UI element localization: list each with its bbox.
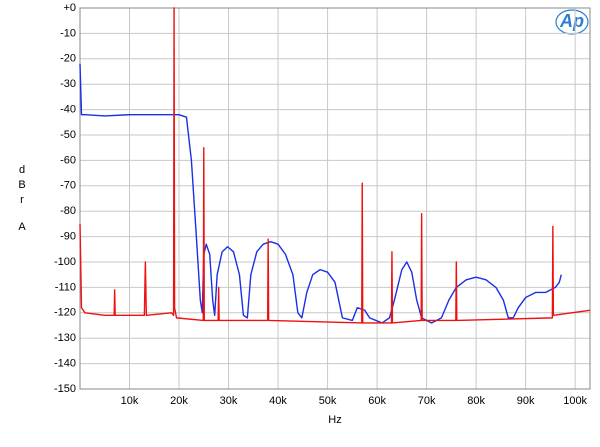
y-axis-label: d xyxy=(19,164,25,176)
y-tick-label: -40 xyxy=(60,104,76,116)
x-tick-label: 80k xyxy=(467,395,485,407)
x-axis-label: Hz xyxy=(328,414,341,426)
x-tick-label: 30k xyxy=(220,395,238,407)
x-tick-label: 70k xyxy=(418,395,436,407)
x-tick-label: 50k xyxy=(319,395,337,407)
y-tick-label: -90 xyxy=(60,231,76,243)
y-tick-label: -120 xyxy=(54,307,76,319)
y-tick-label: -80 xyxy=(60,205,76,217)
y-tick-label: -50 xyxy=(60,129,76,141)
y-tick-label: -60 xyxy=(60,154,76,166)
y-tick-label: -70 xyxy=(60,180,76,192)
y-tick-label: -110 xyxy=(55,281,76,293)
x-tick-label: 100k xyxy=(563,395,587,407)
logo: Ap xyxy=(559,11,584,31)
y-tick-label: -10 xyxy=(60,27,76,39)
y-tick-label: -130 xyxy=(54,332,76,344)
y-tick-label: +0 xyxy=(63,2,76,14)
y-tick-label: -30 xyxy=(60,78,76,90)
logo-ring xyxy=(555,9,589,35)
x-tick-label: 60k xyxy=(368,395,386,407)
y-axis-label: r xyxy=(20,194,24,206)
y-axis-label: A xyxy=(18,221,26,233)
y-axis-label: B xyxy=(18,179,25,191)
x-tick-label: 20k xyxy=(170,395,188,407)
x-tick-label: 10k xyxy=(121,395,139,407)
y-tick-label: -100 xyxy=(54,256,76,268)
y-tick-label: -140 xyxy=(54,358,76,370)
y-tick-label: -150 xyxy=(54,383,76,395)
series-line xyxy=(79,7,591,324)
plot-frame xyxy=(79,7,591,390)
y-tick-label: -20 xyxy=(60,53,76,65)
x-tick-label: 90k xyxy=(517,395,535,407)
x-tick-label: 40k xyxy=(269,395,287,407)
